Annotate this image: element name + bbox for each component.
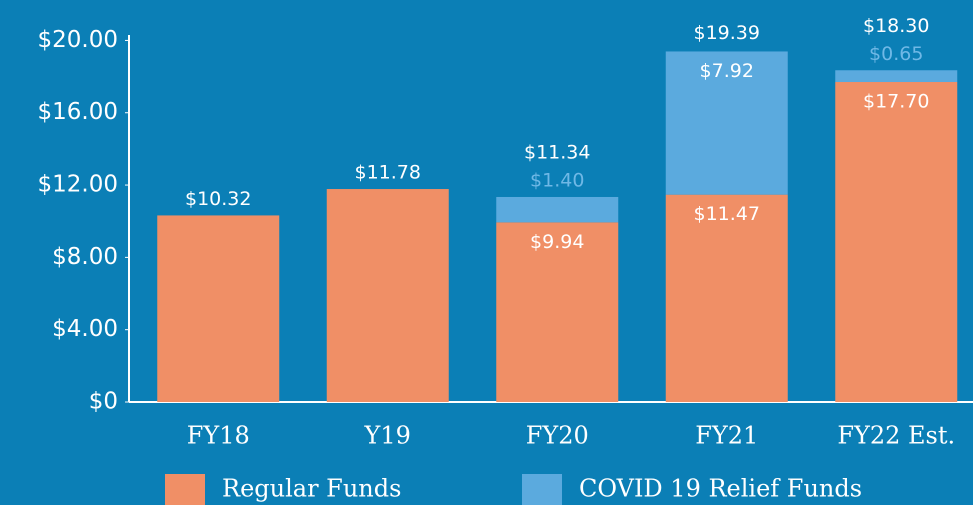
data-label: $17.70: [863, 91, 929, 113]
data-label: $9.94: [530, 231, 584, 253]
data-label: $0.65: [869, 43, 923, 65]
data-label: $7.92: [700, 60, 754, 82]
legend-label: COVID 19 Relief Funds: [579, 475, 862, 503]
bar-segment: [835, 82, 958, 402]
legend-swatch: [165, 474, 205, 505]
bar-segment: [496, 196, 619, 223]
y-tick-label: $4.00: [52, 316, 118, 342]
x-tick-label: Y19: [364, 422, 411, 450]
bar-segment: [665, 194, 788, 402]
y-tick-label: $12.00: [38, 172, 118, 198]
data-label: $1.40: [530, 169, 584, 191]
total-label: $19.39: [694, 22, 760, 44]
total-label: $18.30: [863, 15, 929, 37]
x-tick-label: FY20: [526, 422, 589, 450]
y-tick-label: $0: [89, 389, 118, 415]
legend-label: Regular Funds: [222, 475, 401, 503]
y-tick-label: $8.00: [52, 244, 118, 270]
y-tick-label: $20.00: [38, 27, 118, 53]
x-tick-label: FY21: [695, 422, 758, 450]
data-label: $10.32: [185, 188, 251, 210]
x-tick-label: FY18: [187, 422, 250, 450]
data-label: $11.78: [355, 162, 421, 184]
bar-segment: [835, 70, 958, 83]
bar-segment: [326, 189, 449, 402]
bar-segment: [496, 222, 619, 402]
bar-segment: [665, 51, 788, 195]
y-tick-label: $16.00: [38, 99, 118, 125]
legend-swatch: [522, 474, 562, 505]
bar-segment: [157, 215, 280, 402]
total-label: $11.34: [524, 141, 590, 163]
x-tick-label: FY22 Est.: [837, 422, 955, 450]
data-label: $11.47: [694, 203, 760, 225]
